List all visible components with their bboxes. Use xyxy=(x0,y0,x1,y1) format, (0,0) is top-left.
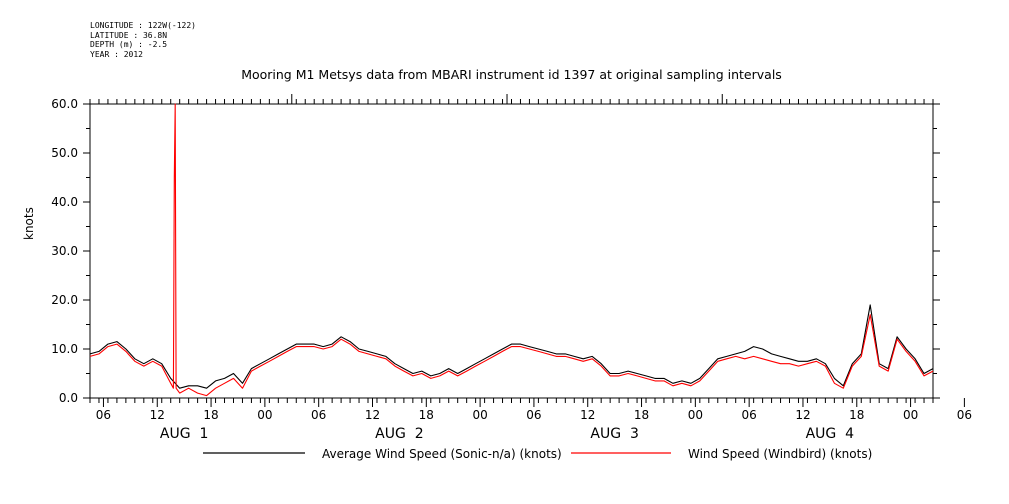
x-tick-label: 06 xyxy=(526,408,541,422)
x-tick-label: 00 xyxy=(903,408,918,422)
legend-label-windbird: Wind Speed (Windbird) (knots) xyxy=(688,447,873,461)
x-tick-label: 18 xyxy=(849,408,864,422)
x-tick-label: 18 xyxy=(203,408,218,422)
y-tick-label: 20.0 xyxy=(51,293,78,307)
chart-title: Mooring M1 Metsys data from MBARI instru… xyxy=(241,67,782,82)
series-line-windbird xyxy=(89,103,934,397)
x-tick-label: 06 xyxy=(96,408,111,422)
series-line-sonic xyxy=(89,304,934,389)
day-label: AUG 3 xyxy=(590,426,638,442)
y-tick-label: 10.0 xyxy=(51,342,78,356)
x-tick-label: 00 xyxy=(257,408,272,422)
y-tick-label: 50.0 xyxy=(51,146,78,160)
latitude-text: LATITUDE : 36.8N xyxy=(90,30,168,40)
day-label: AUG 2 xyxy=(375,426,423,442)
x-tick-label: 06 xyxy=(957,408,972,422)
x-tick-label: 12 xyxy=(580,408,595,422)
x-tick-label: 06 xyxy=(742,408,757,422)
day-label: AUG 1 xyxy=(160,426,208,442)
x-tick-label: 12 xyxy=(365,408,380,422)
x-tick-label: 18 xyxy=(634,408,649,422)
x-tick-label: 00 xyxy=(688,408,703,422)
x-tick-label: 18 xyxy=(419,408,434,422)
y-tick-label: 30.0 xyxy=(51,244,78,258)
x-tick-label: 12 xyxy=(795,408,810,422)
y-tick-label: 60.0 xyxy=(51,97,78,111)
longitude-text: LONGITUDE : 122W(-122) xyxy=(90,21,196,30)
day-label: AUG 4 xyxy=(806,426,855,442)
year-text: YEAR : 2012 xyxy=(90,49,143,59)
y-tick-label: 40.0 xyxy=(51,195,78,209)
station-metadata: LONGITUDE : 122W(-122) LATITUDE : 36.8N … xyxy=(90,21,196,59)
x-tick-label: 12 xyxy=(150,408,165,422)
depth-text: DEPTH (m) : -2.5 xyxy=(90,40,168,49)
x-tick-label: 00 xyxy=(472,408,487,422)
x-tick-label: 06 xyxy=(311,408,326,422)
y-tick-label: 0.0 xyxy=(59,391,78,405)
legend-label-sonic: Average Wind Speed (Sonic-n/a) (knots) xyxy=(322,447,562,461)
plot-frame xyxy=(89,103,934,399)
